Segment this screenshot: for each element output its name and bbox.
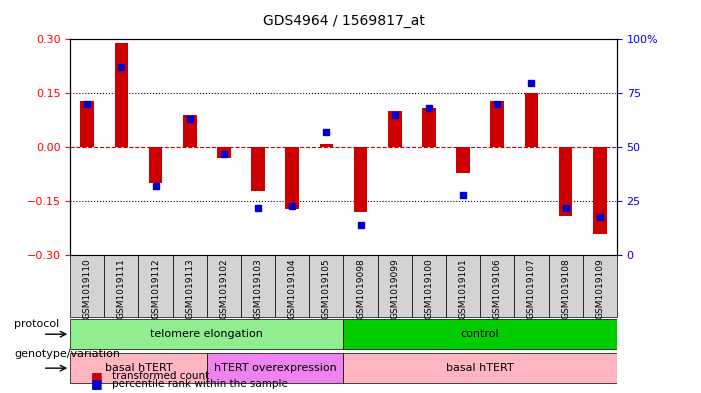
FancyBboxPatch shape [583,255,617,317]
Text: GSM1019104: GSM1019104 [287,259,297,319]
Text: GSM1019109: GSM1019109 [595,259,604,319]
Text: protocol: protocol [14,319,60,329]
Text: GDS4964 / 1569817_at: GDS4964 / 1569817_at [263,13,424,28]
Bar [81,101,94,147]
Text: GSM1019099: GSM1019099 [390,259,400,319]
FancyBboxPatch shape [207,353,343,384]
Text: hTERT overexpression: hTERT overexpression [214,363,336,373]
Text: GSM1019107: GSM1019107 [527,259,536,319]
Text: ■: ■ [91,369,103,383]
Bar [114,43,128,147]
FancyBboxPatch shape [446,255,480,317]
Bar [559,147,573,216]
Text: GSM1019113: GSM1019113 [185,259,194,319]
FancyBboxPatch shape [70,353,207,384]
Bar [149,147,163,184]
Bar [217,147,231,158]
Text: basal hTERT: basal hTERT [104,363,172,373]
FancyBboxPatch shape [378,255,412,317]
Text: GSM1019103: GSM1019103 [254,259,263,319]
FancyBboxPatch shape [343,255,378,317]
Text: GSM1019105: GSM1019105 [322,259,331,319]
Text: genotype/variation: genotype/variation [14,349,120,359]
Bar [491,101,504,147]
FancyBboxPatch shape [172,255,207,317]
FancyBboxPatch shape [275,255,309,317]
Text: telomere elongation: telomere elongation [150,329,264,339]
Text: basal hTERT: basal hTERT [447,363,514,373]
Bar [285,147,299,209]
Text: percentile rank within the sample: percentile rank within the sample [112,379,288,389]
Text: GSM1019101: GSM1019101 [458,259,468,319]
FancyBboxPatch shape [549,255,583,317]
FancyBboxPatch shape [515,255,549,317]
Text: GSM1019106: GSM1019106 [493,259,502,319]
FancyBboxPatch shape [412,255,446,317]
Bar [320,144,333,147]
Text: GSM1019112: GSM1019112 [151,259,160,319]
Text: GSM1019110: GSM1019110 [83,259,92,319]
Text: control: control [461,329,500,339]
Text: ■: ■ [91,377,103,391]
FancyBboxPatch shape [207,255,241,317]
FancyBboxPatch shape [309,255,343,317]
Bar [422,108,436,147]
Bar [524,93,538,147]
Bar [456,147,470,173]
Text: GSM1019100: GSM1019100 [424,259,433,319]
Text: GSM1019098: GSM1019098 [356,259,365,319]
Text: GSM1019102: GSM1019102 [219,259,229,319]
FancyBboxPatch shape [480,255,515,317]
Bar [354,147,367,212]
Bar [388,111,402,147]
FancyBboxPatch shape [241,255,275,317]
Bar [183,115,196,147]
FancyBboxPatch shape [104,255,139,317]
Text: GSM1019111: GSM1019111 [117,259,126,319]
Bar [251,147,265,191]
FancyBboxPatch shape [70,255,104,317]
FancyBboxPatch shape [70,319,343,349]
FancyBboxPatch shape [139,255,172,317]
Text: transformed count: transformed count [112,371,210,381]
FancyBboxPatch shape [343,319,617,349]
Bar [593,147,606,234]
FancyBboxPatch shape [343,353,617,384]
Text: GSM1019108: GSM1019108 [561,259,570,319]
